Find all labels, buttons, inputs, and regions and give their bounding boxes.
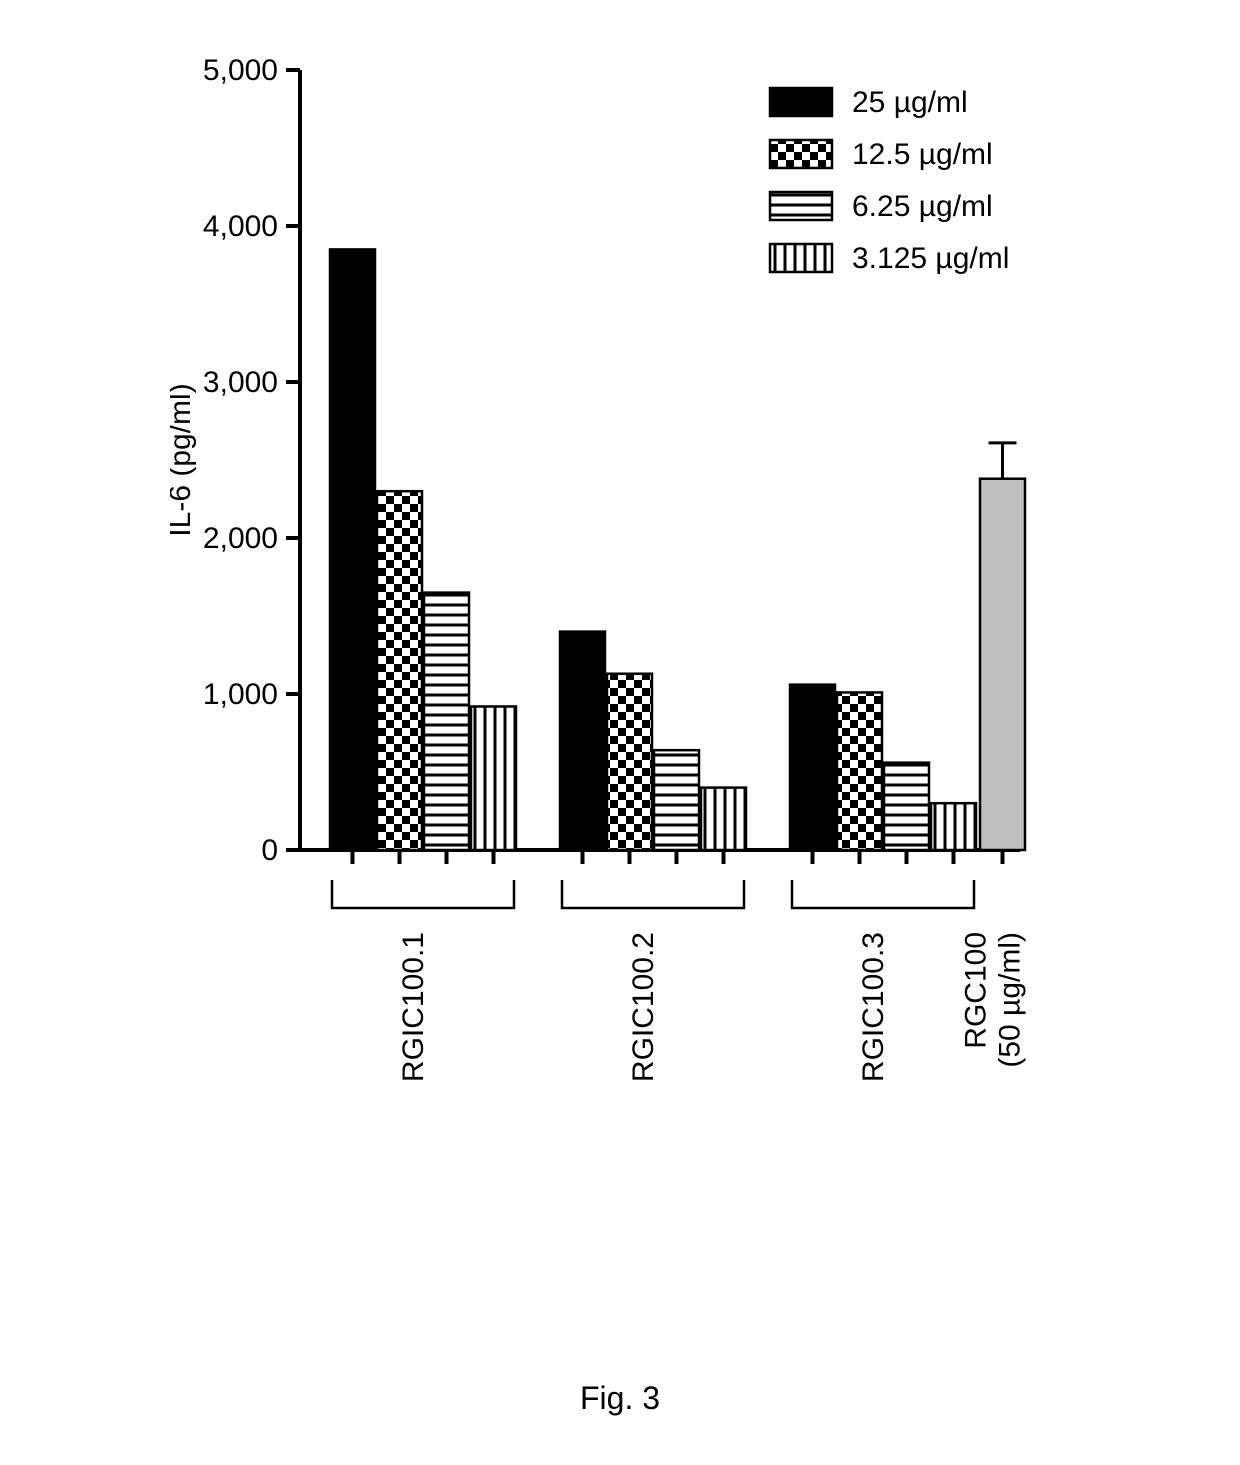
page: 0 1,000 2,000 3,000 4,000 5,000 IL-6 (pg/ml) RG… xyxy=(0,0,1240,1465)
y-tick-label: 5,000 xyxy=(203,54,278,87)
figure-caption: Fig. 3 xyxy=(0,1380,1240,1417)
legend-label: 3.125 µg/ml xyxy=(852,242,1009,275)
group-bracket xyxy=(332,880,514,908)
x-single-label: RGC100(50 µg/ml) xyxy=(960,932,1027,1068)
bar xyxy=(560,632,605,850)
bar xyxy=(424,593,469,850)
y-tick-label: 0 xyxy=(261,834,278,867)
y-tick-label: 3,000 xyxy=(203,366,278,399)
legend-swatch xyxy=(770,244,832,272)
x-group-label: RGIC100.2 xyxy=(627,932,660,1082)
legend-swatch xyxy=(770,192,832,220)
bar xyxy=(837,692,882,850)
bar xyxy=(701,788,746,850)
bar xyxy=(330,249,375,850)
bar xyxy=(884,763,929,850)
bar-single xyxy=(980,479,1025,850)
x-group-label: RGIC100.3 xyxy=(857,932,890,1082)
bar xyxy=(654,750,699,850)
x-group-label: RGIC100.1 xyxy=(397,932,430,1082)
y-tick-label: 2,000 xyxy=(203,522,278,555)
legend-swatch xyxy=(770,88,832,116)
chart-container: 0 1,000 2,000 3,000 4,000 5,000 IL-6 (pg/ml) RG… xyxy=(170,40,1070,1240)
y-tick-label: 1,000 xyxy=(203,678,278,711)
bar xyxy=(790,685,835,850)
bar-chart: 0 1,000 2,000 3,000 4,000 5,000 IL-6 (pg/ml) RG… xyxy=(170,40,1070,1240)
bar xyxy=(377,491,422,850)
group-bracket xyxy=(562,880,744,908)
bar xyxy=(607,674,652,850)
y-tick-label: 4,000 xyxy=(203,210,278,243)
bar xyxy=(931,803,976,850)
legend-label: 6.25 µg/ml xyxy=(852,190,993,223)
group-bracket xyxy=(792,880,974,908)
legend-label: 12.5 µg/ml xyxy=(852,138,993,171)
bar xyxy=(471,706,516,850)
svg-text:(50 µg/ml): (50 µg/ml) xyxy=(994,932,1027,1068)
legend-label: 25 µg/ml xyxy=(852,86,968,119)
legend-swatch xyxy=(770,140,832,168)
y-axis-label: IL-6 (pg/ml) xyxy=(170,383,197,536)
svg-text:RGC100: RGC100 xyxy=(960,932,993,1049)
